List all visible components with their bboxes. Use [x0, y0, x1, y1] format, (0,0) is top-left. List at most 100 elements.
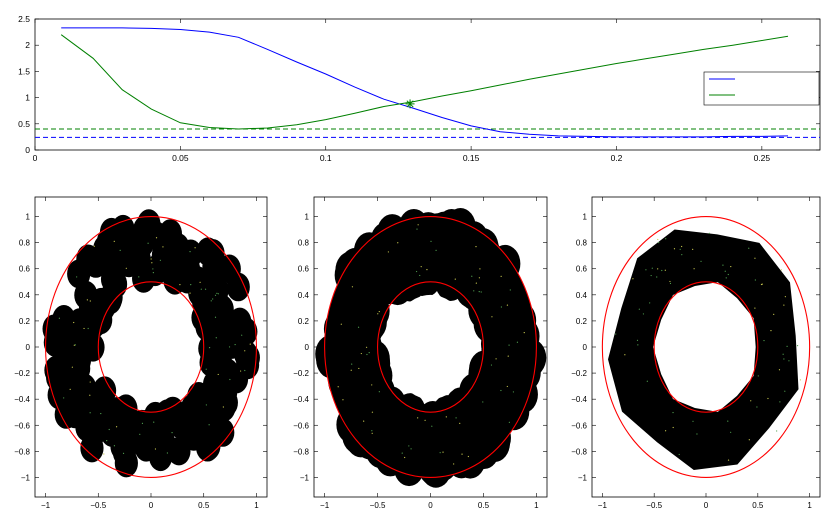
sample-point [516, 341, 519, 343]
sample-point [708, 232, 711, 234]
sample-point [478, 277, 481, 279]
sample-point [479, 268, 481, 270]
sample-point [507, 355, 509, 357]
sample-point [240, 370, 242, 372]
y-tick-label: 0.2 [576, 317, 588, 326]
sample-point [512, 391, 515, 393]
y-tick-label: 0.8 [298, 239, 310, 248]
sample-point [679, 248, 681, 250]
sample-point [426, 269, 428, 271]
sample-point [234, 343, 236, 346]
sample-point [508, 344, 510, 346]
x-tick-label: −1 [598, 501, 608, 510]
x-tick-label: 0.2 [611, 153, 623, 163]
y-tick-label: −0.8 [14, 447, 30, 456]
y-tick-label: 1 [305, 213, 310, 222]
sample-point [672, 411, 674, 414]
sample-point [509, 289, 511, 291]
sample-point [664, 269, 666, 271]
sample-point [475, 246, 477, 248]
sample-point [673, 248, 676, 250]
sample-point [692, 420, 694, 422]
top-x-axis: 0 0.05 0.1 0.15 0.2 0.25 [33, 19, 770, 163]
sample-point [681, 245, 683, 248]
sample-point [215, 337, 217, 339]
sample-point [656, 276, 658, 278]
sample-point [696, 433, 698, 435]
sample-point [371, 430, 373, 432]
sample-point [199, 281, 201, 283]
sample-point [650, 274, 652, 277]
sample-point [724, 270, 726, 272]
sample-point [672, 426, 674, 429]
sample-point [454, 278, 456, 280]
sample-point [404, 456, 406, 459]
sample-point [89, 381, 91, 383]
sample-point [229, 378, 231, 381]
sample-point [780, 269, 782, 271]
sample-point [73, 321, 75, 324]
sample-point [624, 354, 626, 356]
sample-point [410, 448, 412, 450]
sample-point [646, 380, 648, 382]
x-tick-label: 0.5 [198, 501, 210, 510]
top-series-lines [60, 27, 789, 138]
sample-point [89, 300, 91, 302]
sample-point [756, 406, 758, 408]
sample-point [115, 426, 118, 428]
y-tick-label: 0 [26, 343, 31, 352]
sample-point [147, 242, 149, 244]
sample-point [459, 422, 461, 424]
sample-point [776, 430, 778, 432]
sample-point [665, 430, 667, 432]
sample-point [782, 353, 784, 355]
y-tick-label: −0.4 [14, 395, 30, 404]
disc [211, 418, 235, 447]
sample-point [153, 421, 155, 423]
sample-point [693, 268, 695, 270]
sample-point [725, 277, 727, 279]
sample-point [222, 406, 224, 408]
sample-points [58, 237, 251, 455]
y-tick-label: −0.2 [293, 369, 309, 378]
sample-point [730, 431, 732, 433]
sample-point [83, 327, 85, 330]
x-tick-label: 0.5 [752, 501, 764, 510]
sample-point [141, 422, 144, 424]
inner-hole [390, 294, 471, 400]
sample-point [179, 284, 181, 286]
sample-point [645, 269, 647, 271]
sample-point [371, 411, 374, 413]
sample-point [371, 384, 373, 386]
sample-point [200, 288, 202, 290]
y-tick-label: −0.6 [14, 421, 30, 430]
sample-point [401, 452, 403, 454]
disc-union [315, 208, 547, 488]
sample-point [424, 419, 426, 421]
y-tick-label: 0.4 [19, 291, 31, 300]
y-tick-label: −1 [578, 473, 588, 482]
sample-point [189, 251, 191, 253]
sample-point [340, 323, 342, 325]
sample-point [69, 388, 71, 390]
sample-point [615, 333, 617, 335]
sample-point [669, 280, 671, 283]
sample-point [461, 453, 463, 455]
disc [198, 334, 222, 363]
y-tick-label: 0.8 [19, 239, 31, 248]
sample-point [122, 452, 125, 455]
outer-boundary [324, 216, 537, 478]
sample-point [453, 463, 455, 465]
y-tick-label: 1 [583, 213, 588, 222]
y-tick-label: 2.5 [18, 14, 30, 24]
top-marker [405, 99, 415, 109]
sample-point [455, 417, 457, 419]
sample-point [773, 313, 775, 315]
y-tick-label: −0.6 [571, 421, 587, 430]
sample-point [210, 300, 212, 302]
sample-point [642, 313, 645, 315]
x-tick-label: 1 [534, 501, 539, 510]
sample-point [508, 421, 510, 423]
x-tick-label: 0 [428, 501, 433, 510]
